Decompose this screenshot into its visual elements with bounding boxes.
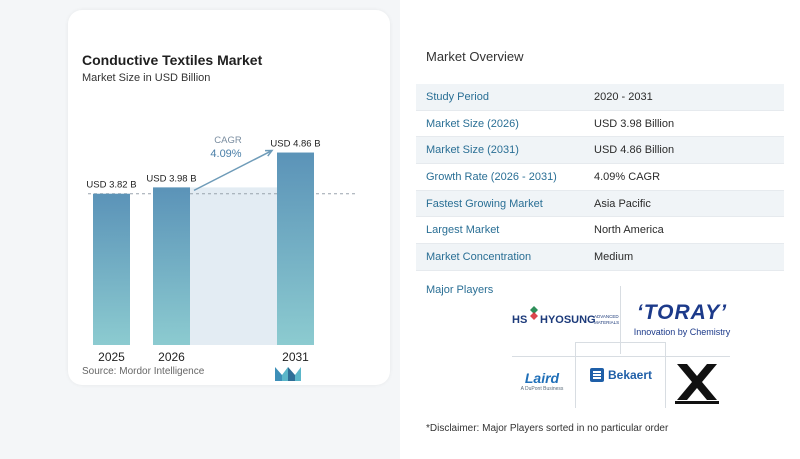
bekaert-mark-icon bbox=[589, 368, 604, 382]
overview-value: USD 3.98 Billion bbox=[594, 117, 675, 130]
overview-label: Growth Rate (2026 - 2031) bbox=[426, 170, 557, 183]
cagr-arrow-head bbox=[264, 149, 274, 157]
bekaert-logo: Bekaert bbox=[578, 362, 664, 388]
data-label-2025: USD 3.82 B bbox=[86, 180, 136, 191]
overview-label: Market Size (2031) bbox=[426, 144, 519, 157]
overview-panel: Market Overview Study Period 2020 - 2031… bbox=[400, 0, 800, 459]
overview-row: Market Concentration Medium bbox=[416, 244, 784, 271]
overview-table: Study Period 2020 - 2031 Market Size (20… bbox=[416, 84, 784, 271]
bar-2025 bbox=[93, 193, 130, 345]
major-players-title: Major Players bbox=[426, 284, 494, 296]
overview-title: Market Overview bbox=[426, 49, 524, 64]
overview-row: Market Size (2031) USD 4.86 Billion bbox=[416, 137, 784, 165]
bar-chart: USD 3.82 B 2025 USD 3.98 B 2026 USD 4.86 B 20… bbox=[86, 135, 358, 364]
mordor-logo-icon bbox=[275, 367, 301, 381]
overview-row: Growth Rate (2026 - 2031) 4.09% CAGR bbox=[416, 164, 784, 191]
x-tick-2025: 2025 bbox=[98, 350, 125, 364]
overview-value: North America bbox=[594, 224, 664, 237]
cagr-band bbox=[190, 187, 277, 345]
overview-label: Study Period bbox=[426, 90, 489, 103]
chart-card: Conductive Textiles Market Market Size i… bbox=[68, 10, 390, 385]
cagr-value: 4.09% bbox=[210, 148, 241, 160]
overview-row: Fastest Growing Market Asia Pacific bbox=[416, 190, 784, 218]
data-label-2026: USD 3.98 B bbox=[146, 173, 196, 184]
x-tick-2026: 2026 bbox=[158, 350, 185, 364]
bar-2026 bbox=[153, 187, 190, 345]
disclaimer: *Disclaimer: Major Players sorted in no … bbox=[426, 423, 669, 434]
laird-name: Laird bbox=[524, 370, 560, 386]
cagr-label: CAGR bbox=[214, 135, 242, 146]
overview-row: Largest Market North America bbox=[416, 217, 784, 245]
logo-divider bbox=[575, 342, 576, 408]
hyosung-hs-text: HS bbox=[512, 314, 527, 326]
logo-divider bbox=[512, 356, 730, 357]
overview-value: 2020 - 2031 bbox=[594, 90, 653, 103]
toray-logo: ‘TORAY’ Innovation by Chemistry bbox=[632, 292, 732, 346]
overview-value: Medium bbox=[594, 250, 634, 263]
hyosung-tag-1: ADVANCED bbox=[594, 314, 619, 319]
x-tick-2031: 2031 bbox=[282, 350, 309, 364]
overview-label: Market Size (2026) bbox=[426, 117, 519, 130]
overview-label: Largest Market bbox=[426, 224, 500, 237]
hyosung-logo: HS HYOSUNG ADVANCED MATERIALS bbox=[508, 302, 620, 332]
overview-label: Fastest Growing Market bbox=[426, 197, 543, 210]
laird-tagline: A DuPont Business bbox=[520, 386, 564, 392]
overview-row: Market Size (2026) USD 3.98 Billion bbox=[416, 111, 784, 138]
overview-row: Study Period 2020 - 2031 bbox=[416, 84, 784, 111]
hyosung-tag-2: MATERIALS bbox=[594, 320, 619, 325]
hyosung-name-text: HYOSUNG bbox=[540, 314, 596, 326]
overview-value: 4.09% CAGR bbox=[594, 170, 661, 183]
x-company-logo-icon bbox=[670, 360, 724, 406]
chart-subtitle: Market Size in USD Billion bbox=[82, 72, 211, 84]
overview-value: Asia Pacific bbox=[594, 197, 651, 210]
bar-2031 bbox=[277, 152, 314, 345]
toray-tagline: Innovation by Chemistry bbox=[633, 327, 731, 337]
logo-divider bbox=[575, 342, 665, 343]
toray-name: ‘TORAY’ bbox=[636, 301, 728, 324]
cagr-arrow bbox=[193, 149, 273, 192]
overview-value: USD 4.86 Billion bbox=[594, 144, 675, 157]
overview-label: Market Concentration bbox=[426, 250, 532, 263]
bekaert-name: Bekaert bbox=[607, 368, 653, 382]
chart-title: Conductive Textiles Market bbox=[82, 52, 263, 68]
logo-divider bbox=[620, 286, 621, 354]
logo-divider bbox=[665, 342, 666, 408]
laird-logo: Laird A DuPont Business bbox=[512, 364, 572, 398]
data-label-2031: USD 4.86 B bbox=[270, 139, 320, 150]
chart-source: Source: Mordor Intelligence bbox=[82, 366, 205, 377]
